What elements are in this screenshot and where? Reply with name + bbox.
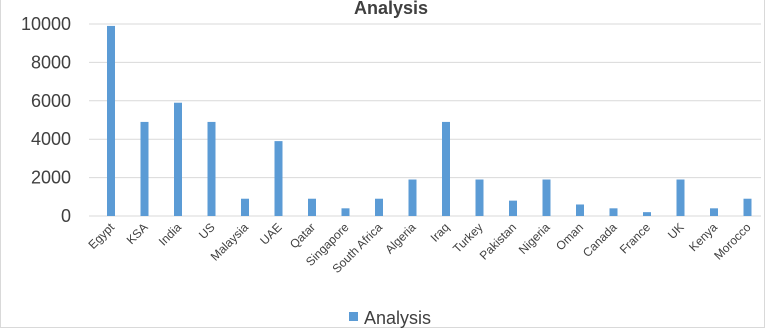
x-tick-label: UAE bbox=[257, 220, 284, 247]
bar-kenya bbox=[710, 208, 718, 216]
x-tick-label: US bbox=[196, 220, 218, 242]
chart-title: Analysis bbox=[354, 0, 428, 18]
x-tick-label: Pakistan bbox=[477, 220, 519, 262]
bar-uk bbox=[676, 179, 685, 216]
x-tick-label: Morocco bbox=[711, 220, 754, 263]
bar-egypt bbox=[107, 25, 115, 217]
bars bbox=[107, 25, 752, 217]
x-tick-label: KSA bbox=[124, 220, 151, 247]
x-tick-label: Nigeria bbox=[516, 220, 553, 257]
y-tick-label: 4000 bbox=[31, 129, 71, 149]
y-tick-label: 0 bbox=[61, 206, 71, 226]
bar-turkey bbox=[475, 179, 484, 216]
bar-algeria bbox=[408, 179, 417, 216]
y-tick-label: 8000 bbox=[31, 52, 71, 72]
bar-us bbox=[207, 121, 216, 216]
bar-france bbox=[643, 212, 651, 216]
bar-pakistan bbox=[509, 200, 517, 216]
x-tick-label: UK bbox=[665, 220, 687, 242]
y-tick-label: 2000 bbox=[31, 168, 71, 188]
bar-uae bbox=[274, 141, 283, 216]
bar-qatar bbox=[308, 198, 316, 216]
x-tick-label: Egypt bbox=[86, 220, 118, 252]
bar-canada bbox=[609, 208, 618, 216]
y-axis: 10000 8000 6000 4000 2000 0 bbox=[21, 14, 71, 226]
x-tick-label: India bbox=[156, 220, 185, 249]
bar-nigeria bbox=[542, 179, 551, 216]
x-tick-label: Iraq bbox=[428, 220, 453, 245]
bar-singapore bbox=[341, 208, 350, 216]
y-tick-label: 6000 bbox=[31, 91, 71, 111]
bar-south-africa bbox=[375, 198, 383, 216]
x-tick-label: Qatar bbox=[287, 220, 318, 251]
legend: Analysis bbox=[349, 308, 431, 328]
bar-ksa bbox=[140, 121, 149, 216]
x-tick-label: Algeria bbox=[382, 220, 419, 257]
legend-swatch bbox=[349, 312, 358, 321]
bar-malaysia bbox=[241, 198, 249, 216]
x-tick-label: France bbox=[617, 220, 654, 257]
bar-morocco bbox=[743, 198, 752, 216]
bar-iraq bbox=[442, 121, 450, 216]
gridlines bbox=[89, 23, 761, 217]
bar-india bbox=[174, 102, 182, 216]
bar-oman bbox=[576, 204, 584, 216]
legend-label: Analysis bbox=[364, 308, 431, 328]
y-tick-label: 10000 bbox=[21, 14, 71, 34]
x-tick-label: Malaysia bbox=[208, 220, 252, 264]
x-tick-label: Canada bbox=[580, 220, 620, 260]
